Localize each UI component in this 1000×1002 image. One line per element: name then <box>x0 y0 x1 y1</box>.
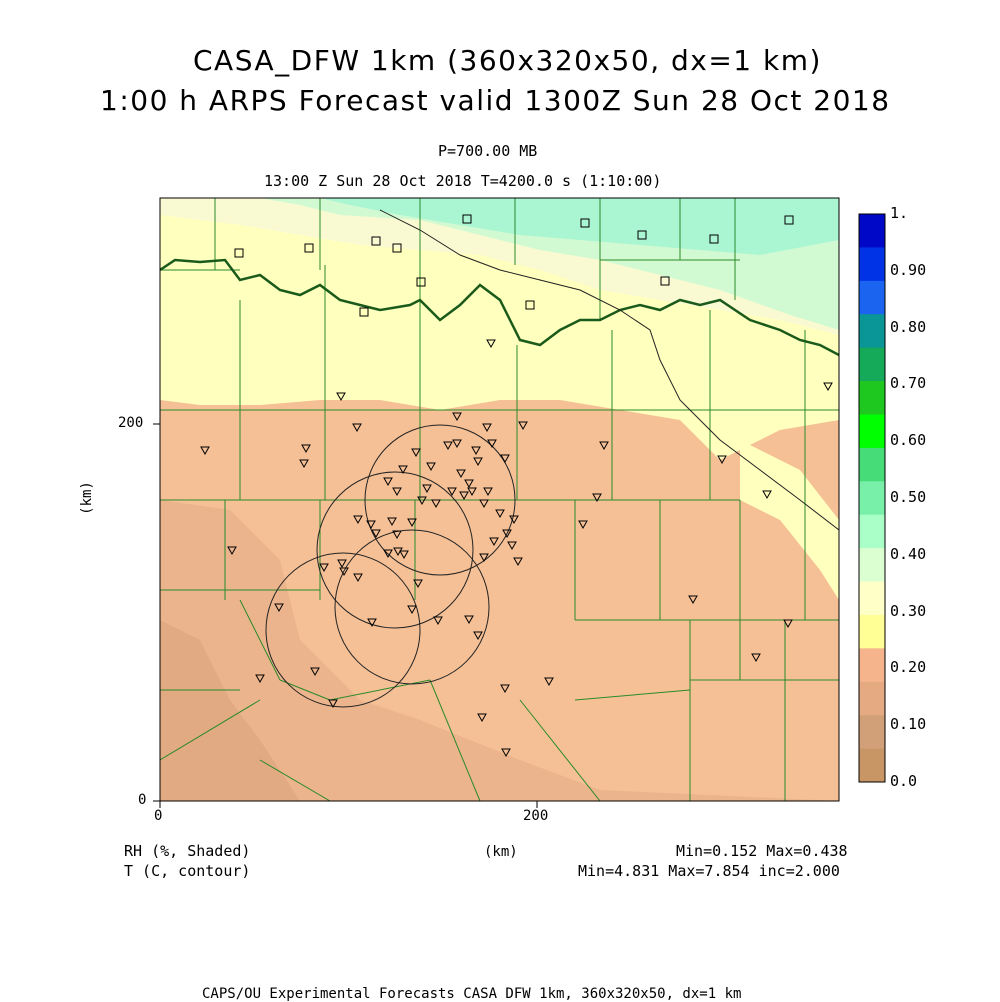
colorbar-swatch <box>859 681 885 716</box>
x-tick-200: 200 <box>523 808 549 824</box>
pressure-level: P=700.00 MB <box>438 142 538 160</box>
colorbar-swatch <box>859 715 885 750</box>
colorbar-label: 0.20 <box>890 658 927 677</box>
rh-label: RH (%, Shaded) <box>124 842 251 860</box>
colorbar-swatch <box>859 314 885 349</box>
axis-ticks <box>153 423 538 808</box>
colorbar-label: 0.40 <box>890 544 927 563</box>
colorbar-swatch <box>859 548 885 583</box>
colorbar-label: 0.50 <box>890 488 927 506</box>
rh-stats: Min=0.152 Max=0.438 <box>676 842 848 860</box>
colorbar-swatch <box>859 414 885 449</box>
radar-ring <box>364 424 516 576</box>
colorbar-swatch <box>859 447 885 482</box>
colorbar-label: 0.80 <box>890 317 927 336</box>
y-tick-200: 200 <box>118 415 144 431</box>
title-line-1: CASA_DFW 1km (360x320x50, dx=1 km) <box>193 44 822 77</box>
colorbar-swatch <box>859 614 885 649</box>
surface-station-markers <box>200 339 833 758</box>
map-frame <box>159 197 840 802</box>
valid-time: 13:00 Z Sun 28 Oct 2018 T=4200.0 s (1:10… <box>264 172 662 190</box>
colorbar-label: 1. <box>890 204 909 222</box>
colorbar-frame <box>858 213 886 783</box>
colorbar-swatch <box>859 347 885 382</box>
county-boundaries <box>160 198 839 801</box>
colorbar-label: 0.60 <box>890 431 927 450</box>
x-tick-0: 0 <box>154 808 163 824</box>
radar-rings <box>265 424 516 708</box>
t-label: T (C, contour) <box>124 862 251 880</box>
colorbar-swatch <box>859 280 885 315</box>
colorbar-label: 0.90 <box>890 260 927 279</box>
radar-ring <box>316 471 474 629</box>
upper-station-markers <box>234 214 794 317</box>
title-line-2: 1:00 h ARPS Forecast valid 1300Z Sun 28 … <box>100 84 891 117</box>
colorbar-label: 0.0 <box>890 772 918 790</box>
colorbar-label: 0.30 <box>890 601 927 620</box>
colorbar-swatch <box>859 514 885 549</box>
colorbar-swatch <box>859 648 885 683</box>
colorbar-swatch <box>859 214 885 248</box>
colorbar-swatch <box>859 247 885 282</box>
colorbar-swatch <box>859 581 885 616</box>
footer-credit: CAPS/OU Experimental Forecasts CASA DFW … <box>202 986 742 1002</box>
x-axis-unit: (km) <box>484 844 518 860</box>
y-axis-unit: (km) <box>78 481 95 515</box>
colorbar-swatch <box>859 381 885 415</box>
y-tick-0: 0 <box>138 792 147 808</box>
t-stats: Min=4.831 Max=7.854 inc=2.000 <box>578 862 840 880</box>
colorbar-swatch <box>859 748 885 783</box>
colorbar-label: 0.10 <box>890 715 927 734</box>
radar-ring <box>265 552 421 708</box>
colorbar-label: 0.70 <box>890 374 927 393</box>
colorbar <box>858 213 886 783</box>
radar-ring <box>334 529 490 685</box>
state-border <box>160 258 839 357</box>
highway-line <box>379 209 839 531</box>
colorbar-swatch <box>859 481 885 516</box>
